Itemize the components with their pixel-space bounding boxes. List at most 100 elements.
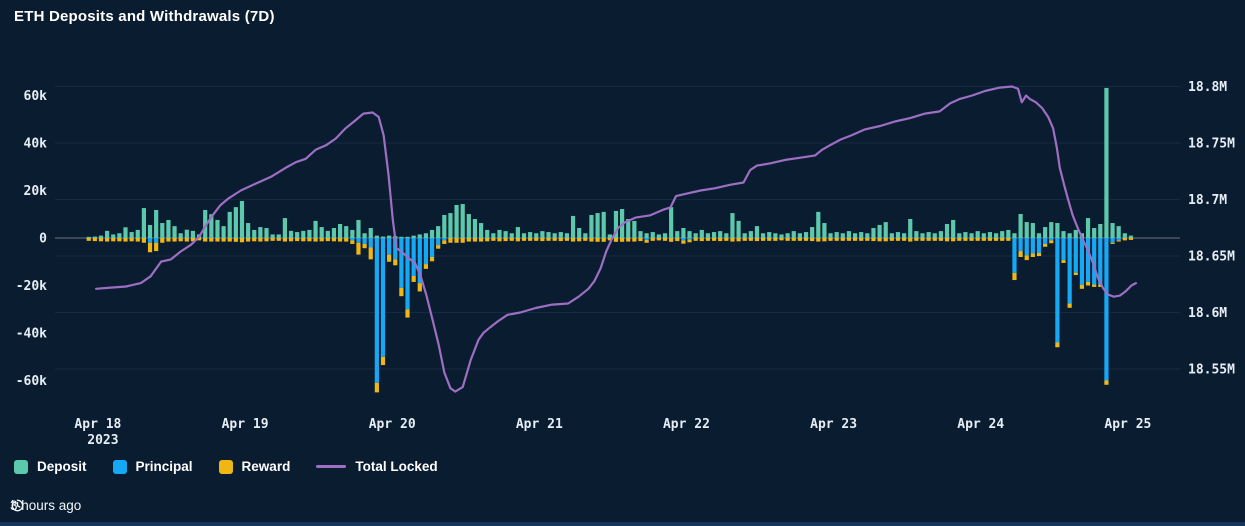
deposit-bar[interactable] [993, 233, 999, 238]
reward-bar[interactable] [846, 238, 852, 241]
deposit-bar[interactable] [724, 233, 729, 238]
principal-bar[interactable] [1049, 238, 1054, 241]
reward-bar[interactable] [957, 238, 962, 241]
deposit-bar[interactable] [325, 230, 330, 238]
deposit-bar[interactable] [411, 235, 416, 238]
reward-bar[interactable] [160, 238, 165, 243]
deposit-bar[interactable] [405, 236, 410, 238]
deposit-bar[interactable] [466, 214, 471, 238]
reward-bar[interactable] [147, 242, 153, 253]
deposit-bar[interactable] [626, 219, 631, 238]
reward-bar[interactable] [822, 238, 827, 242]
principal-bar[interactable] [350, 238, 355, 241]
reward-bar[interactable] [595, 238, 600, 242]
reward-bar[interactable] [497, 238, 502, 242]
deposit-bar[interactable] [282, 218, 288, 238]
deposit-bar[interactable] [307, 229, 312, 238]
deposit-bar[interactable] [761, 233, 766, 238]
deposit-bar[interactable] [503, 231, 508, 238]
reward-bar[interactable] [1049, 240, 1054, 244]
reward-bar[interactable] [491, 238, 496, 241]
deposit-bar[interactable] [540, 231, 545, 238]
reward-bar[interactable] [270, 238, 275, 241]
deposit-bar[interactable] [129, 232, 134, 238]
principal-bar[interactable] [1079, 238, 1085, 286]
deposit-bar[interactable] [669, 207, 674, 238]
reward-bar[interactable] [748, 238, 753, 241]
reward-bar[interactable] [865, 238, 870, 241]
deposit-bar[interactable] [172, 226, 177, 238]
deposit-bar[interactable] [552, 233, 557, 238]
deposit-bar[interactable] [951, 219, 956, 238]
deposit-bar[interactable] [981, 233, 986, 238]
deposit-bar[interactable] [656, 234, 661, 238]
principal-bar[interactable] [644, 238, 649, 240]
reward-bar[interactable] [626, 238, 631, 242]
principal-bar[interactable] [1073, 238, 1078, 273]
reward-bar[interactable] [895, 238, 901, 241]
deposit-bar[interactable] [963, 232, 968, 238]
reward-bar[interactable] [1085, 281, 1091, 286]
principal-bar[interactable] [1018, 238, 1023, 252]
reward-bar[interactable] [693, 238, 698, 241]
deposit-bar[interactable] [98, 235, 104, 238]
deposit-bar[interactable] [803, 232, 809, 238]
reward-bar[interactable] [105, 238, 110, 242]
reward-bar[interactable] [215, 238, 220, 242]
legend-item-deposit[interactable]: Deposit [14, 459, 87, 474]
deposit-bar[interactable] [337, 223, 343, 238]
principal-bar[interactable] [436, 238, 441, 246]
reward-bar[interactable] [387, 254, 392, 262]
deposit-bar[interactable] [301, 230, 306, 238]
deposit-bar[interactable] [295, 232, 300, 238]
principal-bar[interactable] [411, 238, 416, 276]
principal-bar[interactable] [423, 238, 429, 265]
principal-bar[interactable] [442, 238, 447, 241]
deposit-bar[interactable] [264, 228, 269, 238]
reward-bar[interactable] [601, 238, 606, 242]
deposit-bar[interactable] [362, 233, 367, 238]
deposit-bar[interactable] [810, 227, 815, 238]
principal-bar[interactable] [417, 238, 422, 284]
reward-bar[interactable] [546, 238, 551, 241]
reward-bar[interactable] [184, 238, 189, 242]
deposit-bar[interactable] [417, 234, 422, 238]
reward-bar[interactable] [276, 238, 281, 241]
reward-bar[interactable] [767, 238, 772, 241]
deposit-bar[interactable] [938, 231, 943, 238]
reward-bar[interactable] [196, 238, 202, 241]
deposit-bar[interactable] [154, 209, 159, 238]
deposit-bar[interactable] [920, 233, 925, 238]
deposit-bar[interactable] [613, 210, 619, 238]
deposit-bar[interactable] [693, 233, 698, 238]
reward-bar[interactable] [509, 238, 514, 241]
deposit-bar[interactable] [1006, 229, 1011, 238]
deposit-bar[interactable] [478, 223, 484, 238]
reward-bar[interactable] [951, 238, 956, 242]
deposit-bar[interactable] [748, 231, 753, 238]
deposit-bar[interactable] [344, 226, 349, 238]
reward-bar[interactable] [282, 238, 288, 242]
deposit-bar[interactable] [233, 207, 238, 238]
reward-bar[interactable] [423, 264, 429, 269]
reward-bar[interactable] [791, 238, 796, 241]
deposit-bar[interactable] [203, 209, 208, 238]
reward-bar[interactable] [239, 238, 245, 243]
legend-item-total-locked[interactable]: Total Locked [316, 459, 438, 474]
deposit-bar[interactable] [699, 229, 704, 238]
reward-bar[interactable] [938, 238, 943, 241]
deposit-bar[interactable] [644, 233, 649, 238]
reward-bar[interactable] [307, 238, 312, 242]
reward-bar[interactable] [135, 238, 140, 242]
deposit-bar[interactable] [313, 220, 318, 238]
deposit-bar[interactable] [675, 231, 680, 238]
reward-bar[interactable] [570, 238, 576, 242]
deposit-bar[interactable] [859, 232, 864, 238]
reward-bar[interactable] [429, 257, 435, 262]
deposit-bar[interactable] [178, 233, 183, 238]
deposit-bar[interactable] [1122, 233, 1127, 238]
reward-bar[interactable] [944, 238, 950, 242]
deposit-bar[interactable] [564, 233, 570, 238]
deposit-bar[interactable] [718, 231, 723, 238]
reward-bar[interactable] [920, 238, 925, 241]
